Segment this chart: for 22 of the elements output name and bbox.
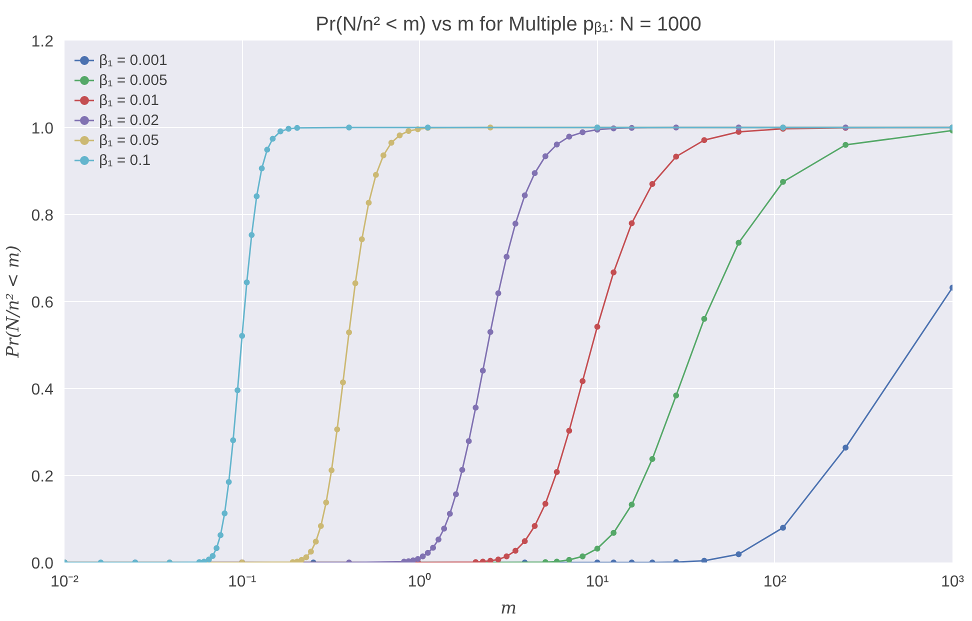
y-tick-label: 1.2 bbox=[31, 34, 54, 50]
x-axis-title: m bbox=[500, 598, 517, 618]
x-tick-label: 10⁻² bbox=[50, 574, 80, 590]
x-tick-label: 10² bbox=[763, 574, 788, 590]
legend-label: β₁ = 0.005 bbox=[99, 70, 168, 90]
x-tick-label: 10³ bbox=[940, 574, 965, 590]
y-axis-title: Pr(N/n² < m) bbox=[3, 245, 24, 359]
y-tick-label: 0.6 bbox=[31, 294, 54, 312]
legend-label: β₁ = 0.01 bbox=[99, 90, 159, 110]
y-tick-label: 0.8 bbox=[31, 208, 54, 224]
y-tick-label: 0.0 bbox=[31, 556, 54, 572]
legend-label: β₁ = 0.02 bbox=[99, 110, 159, 130]
chart-title: Pr(N/n² < m) vs m for Multiple pᵦ₁: N = 1000 bbox=[316, 14, 702, 36]
x-tick-label: 10¹ bbox=[586, 574, 609, 590]
y-tick-label: 1.0 bbox=[31, 120, 54, 138]
legend-label: β₁ = 0.001 bbox=[99, 50, 168, 70]
legend-label: β₁ = 0.1 bbox=[99, 150, 151, 170]
x-tick-label: 10⁰ bbox=[408, 572, 432, 590]
x-tick-label: 10⁻¹ bbox=[228, 574, 256, 590]
legend-label: β₁ = 0.05 bbox=[99, 130, 159, 150]
y-tick-label: 0.2 bbox=[31, 468, 54, 486]
y-tick-label: 0.4 bbox=[31, 382, 54, 398]
